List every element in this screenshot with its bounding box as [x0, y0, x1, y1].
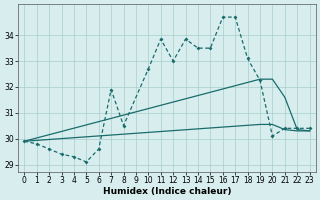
- X-axis label: Humidex (Indice chaleur): Humidex (Indice chaleur): [103, 187, 231, 196]
